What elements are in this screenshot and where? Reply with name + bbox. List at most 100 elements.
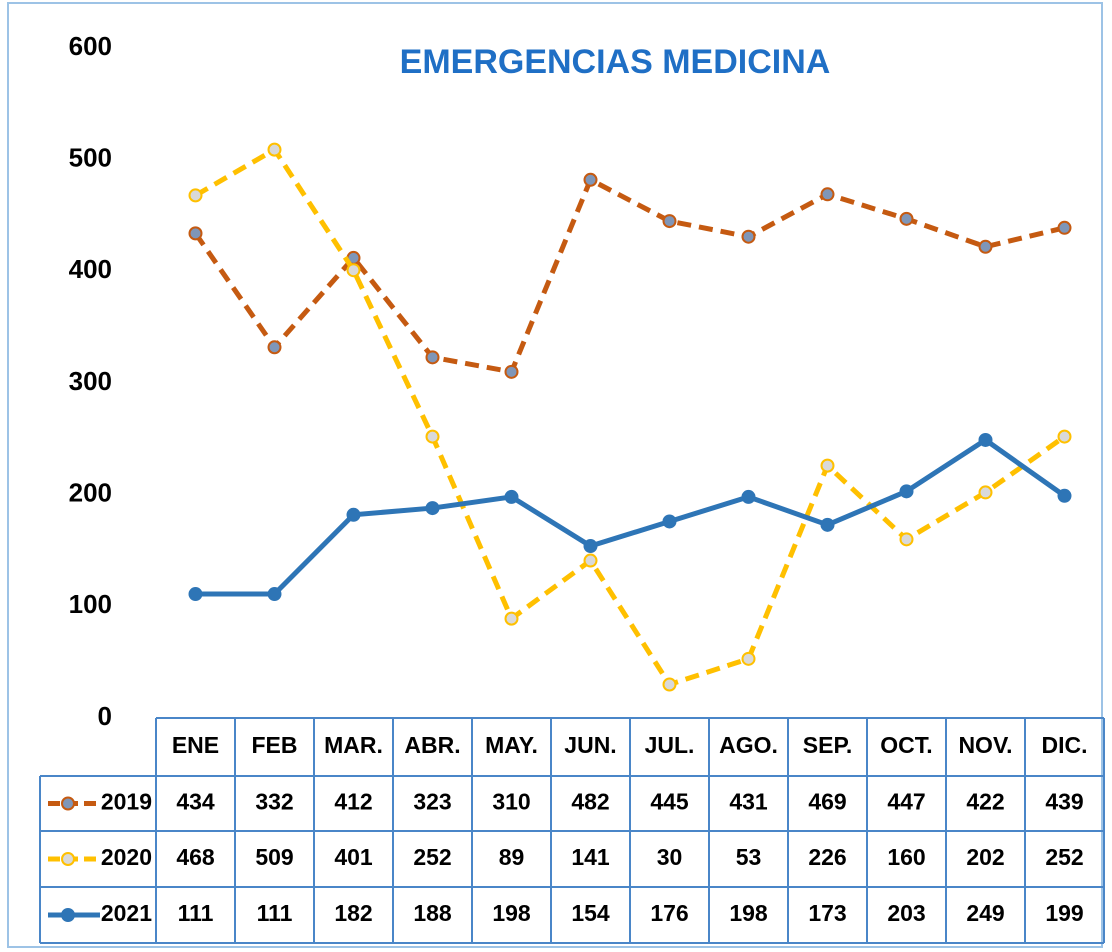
table-value: 199 (1045, 900, 1083, 926)
table-value: 310 (492, 789, 530, 815)
table-value: 111 (178, 900, 214, 926)
table-value: 401 (334, 844, 373, 870)
series-marker (267, 142, 282, 157)
table-value: 141 (571, 844, 610, 870)
x-tick-label: JUL. (645, 732, 695, 758)
series-line (193, 176, 1066, 375)
legend-marker (61, 796, 75, 811)
table-value: 469 (808, 789, 846, 815)
table-value: 422 (966, 789, 1004, 815)
table-value: 332 (255, 789, 293, 815)
table-value: 482 (571, 789, 609, 815)
x-tick-label: ENE (172, 732, 219, 758)
y-tick-label: 500 (69, 143, 112, 173)
series-marker (267, 587, 282, 602)
table-value: 412 (334, 789, 372, 815)
table-value: 447 (887, 789, 925, 815)
legend-marker (61, 908, 75, 922)
series-marker (820, 517, 835, 532)
series-marker (346, 263, 361, 278)
series-line (195, 436, 1066, 597)
series-marker (741, 651, 756, 666)
table-value: 198 (492, 900, 531, 926)
series-marker (504, 611, 519, 626)
x-tick-label: MAR. (324, 732, 383, 758)
series-marker (425, 501, 440, 516)
table-value: 182 (334, 900, 372, 926)
series-marker (1057, 220, 1072, 235)
x-tick-label: SEP. (803, 732, 852, 758)
table-value: 431 (729, 789, 768, 815)
x-tick-label: OCT. (880, 732, 932, 758)
table-value: 202 (966, 844, 1004, 870)
table-value: 111 (257, 900, 293, 926)
series-marker (188, 226, 203, 241)
y-tick-label: 600 (69, 31, 112, 61)
table-value: 226 (808, 844, 846, 870)
table-value: 154 (571, 900, 610, 926)
series-line (194, 146, 1066, 688)
table-value: 173 (808, 900, 846, 926)
table-value: 439 (1045, 789, 1083, 815)
table-value: 468 (176, 844, 215, 870)
y-tick-label: 400 (69, 254, 112, 284)
table-value: 252 (413, 844, 451, 870)
table-value: 53 (736, 844, 762, 870)
table-value: 203 (887, 900, 925, 926)
table-value: 30 (657, 844, 683, 870)
series-marker (425, 350, 440, 365)
series-marker (583, 172, 598, 187)
table-value: 509 (255, 844, 293, 870)
y-tick-label: 100 (69, 589, 112, 619)
series-marker (662, 677, 677, 692)
series-marker (978, 239, 993, 254)
series-marker (267, 340, 282, 355)
series-marker (741, 229, 756, 244)
series-marker (978, 485, 993, 500)
series-marker (1057, 429, 1072, 444)
y-tick-label: 300 (69, 366, 112, 396)
table-value: 249 (966, 900, 1004, 926)
table-value: 188 (413, 900, 452, 926)
legend-marker (61, 852, 75, 866)
y-tick-label: 200 (69, 478, 112, 508)
legend-label: 2020 (101, 844, 152, 870)
legend-label: 2021 (101, 900, 152, 926)
x-tick-label: AGO. (719, 732, 778, 758)
series-marker (820, 187, 835, 202)
x-tick-label: MAY. (485, 732, 538, 758)
table-value: 176 (650, 900, 688, 926)
legend-label: 2019 (101, 789, 152, 815)
chart-title: EMERGENCIAS MEDICINA (400, 43, 831, 81)
table-value: 445 (650, 789, 689, 815)
series-marker (425, 429, 440, 444)
y-tick-label: 0 (98, 701, 112, 731)
series-marker (504, 489, 519, 504)
series-marker (346, 507, 361, 522)
series-marker (978, 432, 993, 447)
series-marker (583, 553, 598, 568)
series-marker (1057, 488, 1072, 503)
series-marker (662, 514, 677, 529)
x-tick-label: FEB (252, 732, 298, 758)
series-marker (662, 214, 677, 229)
series-marker (504, 364, 519, 379)
table-value: 160 (887, 844, 925, 870)
series-marker (188, 587, 203, 602)
series-marker (741, 489, 756, 504)
table-value: 89 (499, 844, 525, 870)
table-value: 323 (413, 789, 451, 815)
table-value: 252 (1045, 844, 1083, 870)
x-tick-label: NOV. (958, 732, 1012, 758)
table-value: 434 (176, 789, 215, 815)
series-marker (899, 532, 914, 547)
series-marker (820, 458, 835, 473)
x-tick-label: ABR. (404, 732, 460, 758)
series-marker (899, 484, 914, 499)
series-marker (188, 188, 203, 203)
series-marker (899, 211, 914, 226)
table-value: 198 (729, 900, 768, 926)
x-tick-label: DIC. (1042, 732, 1088, 758)
series-marker (583, 539, 598, 554)
